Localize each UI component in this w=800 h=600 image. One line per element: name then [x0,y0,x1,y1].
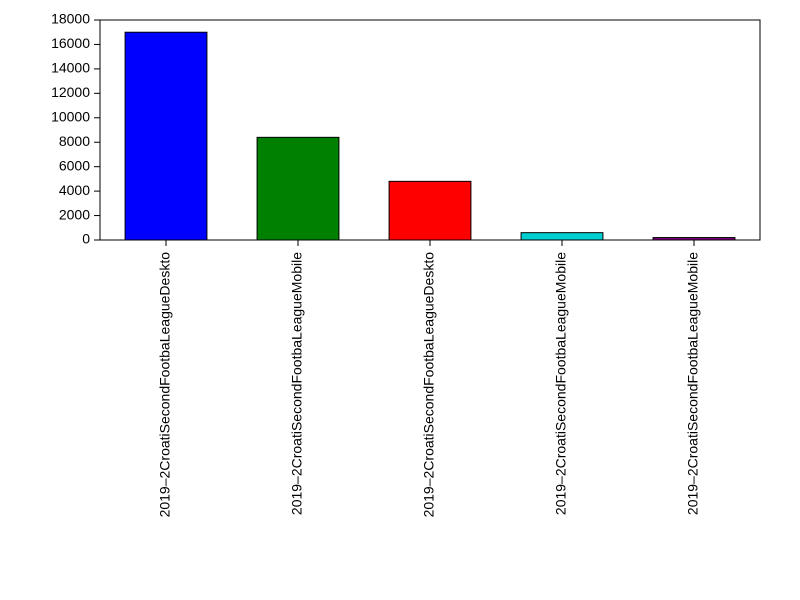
y-tick-label: 18000 [51,11,90,27]
bar [125,32,207,240]
bar [521,233,603,240]
y-tick-label: 10000 [51,108,90,124]
y-tick-label: 16000 [51,35,90,51]
chart-svg: 0 2000 4000 6000 8000 10000 12000 14000 16000 180… [0,0,800,600]
x-tick-label: 2019–2CroatiSecondFootbaLeagueMobile [289,252,305,515]
x-tick-label: 2019–2CroatiSecondFootbaLeagueDeskto [157,252,173,518]
bar [389,181,471,240]
x-tick-label: 2019–2CroatiSecondFootbaLeagueDeskto [421,252,437,518]
y-tick-label: 2000 [59,206,90,222]
y-tick-label: 0 [82,231,90,247]
bar [653,238,735,240]
y-tick-label: 14000 [51,60,90,76]
x-tick-label: 2019–2CroatiSecondFootbaLeagueMobile [553,252,569,515]
y-tick-label: 4000 [59,182,90,198]
y-tick-label: 12000 [51,84,90,100]
bar-chart: 0 2000 4000 6000 8000 10000 12000 14000 16000 180… [0,0,800,600]
bar [257,137,339,240]
y-tick-label: 8000 [59,133,90,149]
x-tick-label: 2019–2CroatiSecondFootbaLeagueMobile [685,252,701,515]
y-tick-label: 6000 [59,157,90,173]
